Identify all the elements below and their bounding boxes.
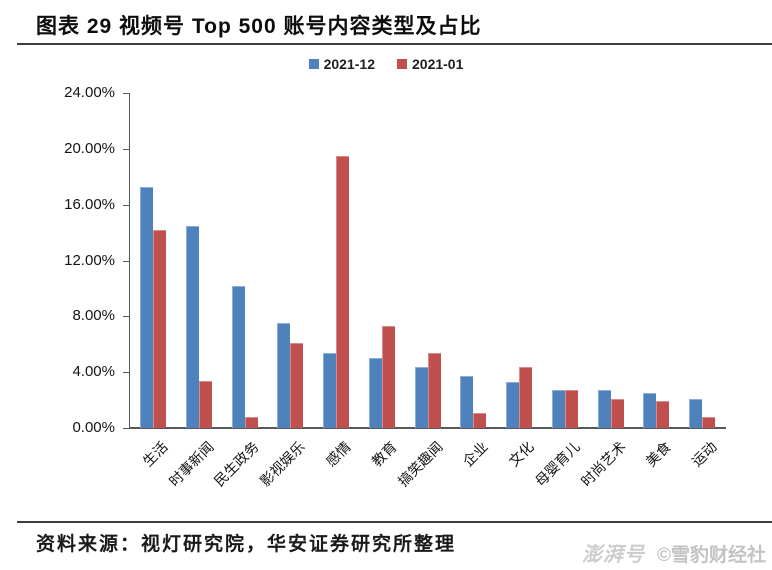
bar-2021-12: [460, 376, 474, 428]
bar-2021-12: [689, 398, 703, 428]
legend-swatch-red: [397, 59, 407, 69]
legend-item-2021-12: 2021-12: [308, 56, 375, 72]
y-axis-tick-label: 16.00%: [64, 195, 115, 213]
watermark: 澎湃号 ©雪豹财经社: [582, 538, 766, 567]
bar-2021-12: [185, 225, 199, 428]
y-axis-tick-mark: [123, 260, 129, 262]
bar-2021-01: [198, 380, 212, 428]
y-axis-tick-label: 8.00%: [72, 307, 115, 325]
bar-2021-01: [564, 390, 578, 428]
bar-group: [633, 93, 679, 428]
bar-2021-12: [323, 352, 337, 428]
bar-2021-12: [597, 390, 611, 428]
bar-2021-01: [244, 416, 258, 428]
x-axis-label: 企业: [459, 438, 491, 470]
bar-2021-01: [473, 412, 487, 428]
x-axis-label: 时事新闻: [165, 438, 217, 490]
bar-group: [313, 93, 359, 428]
x-axis-label: 母婴育儿: [531, 438, 583, 490]
y-axis-tick-label: 12.00%: [64, 251, 115, 269]
bar-2021-12: [414, 366, 428, 428]
bar-group: [588, 93, 634, 428]
bar-2021-12: [506, 381, 520, 428]
x-axis-label: 时尚艺术: [577, 438, 629, 490]
x-axis-label: 文化: [505, 438, 537, 470]
source-note: 资料来源：视灯研究院，华安证券研究所整理: [36, 534, 457, 555]
y-axis-tick-mark: [123, 316, 129, 318]
bar-2021-12: [643, 393, 657, 428]
bar-group: [679, 93, 725, 428]
bar-group: [542, 93, 588, 428]
y-axis-tick-label: 20.00%: [64, 139, 115, 157]
y-axis-tick-label: 4.00%: [72, 363, 115, 381]
bar-2021-01: [610, 398, 624, 428]
bar-group: [496, 93, 542, 428]
plot-area: 生活 时事新闻 民生政务 影视娱乐 感情 教育 搞笑趣闻 企业 文化 母婴育儿 时尚艺术 美食 运动: [130, 93, 725, 489]
legend-item-2021-01: 2021-01: [397, 56, 463, 72]
legend-label-2021-01: 2021-01: [412, 56, 464, 72]
bar-group: [405, 93, 451, 428]
watermark-credit: ©雪豹财经社: [657, 545, 766, 566]
bar-2021-01: [290, 342, 304, 428]
chart-legend: 2021-12 2021-01: [0, 55, 772, 73]
y-axis-tick-mark: [123, 148, 129, 150]
legend-swatch-blue: [308, 59, 319, 69]
bar-2021-01: [702, 416, 716, 428]
bar-2021-12: [231, 285, 245, 428]
x-axis-label: 教育: [368, 438, 400, 470]
bar-group: [176, 93, 222, 428]
bar-group: [450, 93, 496, 428]
bar-2021-01: [336, 155, 350, 428]
bar-2021-12: [368, 358, 382, 428]
footer-divider: [17, 521, 772, 523]
bar-2021-12: [277, 323, 291, 428]
y-axis-tick-label: 0.00%: [72, 419, 115, 436]
y-axis-line: [129, 93, 130, 428]
title-divider: [17, 43, 772, 45]
y-axis-tick-mark: [123, 93, 129, 94]
y-axis-tick-mark: [123, 204, 129, 206]
x-axis-label: 搞笑趣闻: [394, 438, 446, 490]
bar-2021-01: [153, 229, 166, 428]
bar-2021-01: [519, 366, 533, 428]
bar-group: [359, 93, 405, 428]
bar-2021-12: [140, 186, 153, 428]
x-axis-line: [129, 427, 726, 429]
legend-label-2021-12: 2021-12: [323, 56, 375, 72]
y-axis-tick-mark: [123, 372, 129, 374]
bar-group: [130, 93, 176, 428]
bar-2021-01: [427, 352, 441, 428]
x-axis-label: 美食: [642, 438, 675, 470]
bar-group: [222, 93, 268, 428]
bar-2021-01: [656, 401, 670, 428]
y-axis-tick-mark: [123, 428, 129, 429]
watermark-logo: 澎湃号: [582, 544, 645, 566]
x-axis-label: 影视娱乐: [257, 438, 308, 490]
bar-group: [267, 93, 313, 428]
bar-2021-12: [551, 390, 565, 428]
x-axis-label: 感情: [322, 438, 354, 470]
x-axis-label: 生活: [139, 438, 171, 470]
bar-2021-01: [381, 326, 395, 428]
x-axis-label: 运动: [688, 438, 720, 470]
figure-title: 图表 29 视频号 Top 500 账号内容类型及占比: [36, 15, 482, 38]
y-axis-labels: 0.00% 4.00% 8.00% 12.00% 16.00% 20.00% 24.00%: [20, 84, 115, 436]
x-axis-label: 民生政务: [211, 438, 263, 490]
y-axis-tick-label: 24.00%: [64, 84, 115, 101]
